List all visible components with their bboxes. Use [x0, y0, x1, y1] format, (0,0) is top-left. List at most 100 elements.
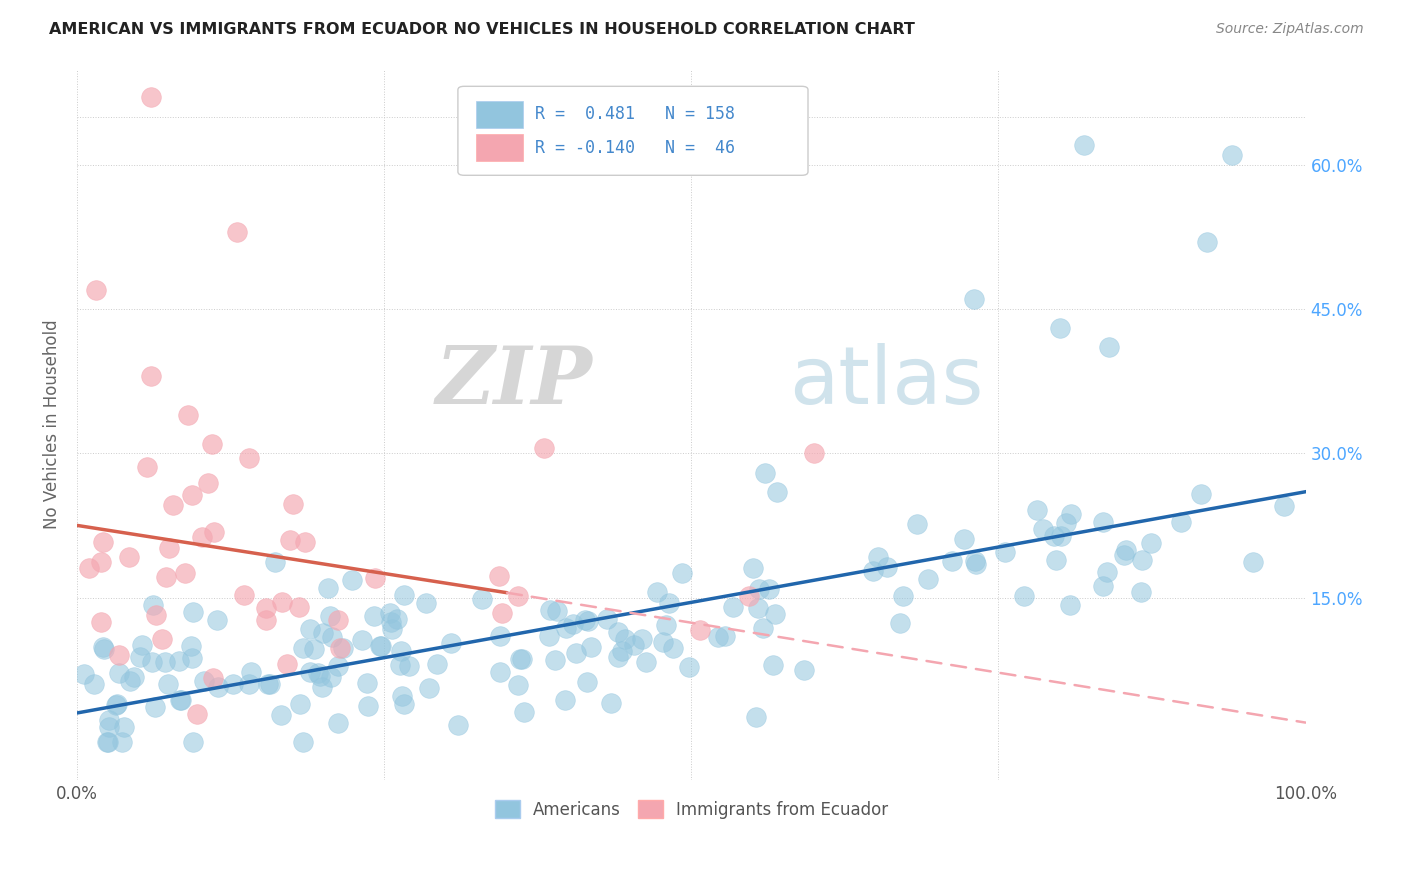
Point [392, 698, 415, 712]
Point [862, 564, 884, 578]
Point [326, 715, 349, 730]
Point [239, 665, 262, 679]
Point [145, 608, 167, 623]
Point [1170, 516, 1192, 530]
Point [742, 561, 765, 575]
Point [426, 657, 449, 671]
Point [762, 657, 785, 672]
Legend: Americans, Immigrants from Ecuador: Americans, Immigrants from Ecuador [488, 793, 894, 825]
Point [418, 681, 440, 695]
Point [83, 677, 105, 691]
Point [153, 655, 176, 669]
Point [866, 550, 889, 565]
Point [606, 625, 628, 640]
Point [332, 640, 354, 655]
Point [139, 369, 162, 384]
Point [93, 641, 115, 656]
Point [613, 632, 636, 646]
Point [576, 614, 599, 628]
Point [321, 630, 343, 644]
Point [181, 735, 204, 749]
Point [876, 560, 898, 574]
Point [661, 641, 683, 656]
Point [302, 642, 325, 657]
Point [415, 596, 437, 610]
Y-axis label: No Vehicles in Household: No Vehicles in Household [44, 319, 60, 529]
Point [891, 590, 914, 604]
Point [671, 566, 693, 581]
Point [600, 696, 623, 710]
Point [93, 534, 115, 549]
Point [575, 674, 598, 689]
Point [1189, 487, 1212, 501]
Point [655, 617, 678, 632]
Point [120, 673, 142, 688]
Point [276, 657, 298, 672]
Point [754, 466, 776, 480]
Point [509, 652, 531, 666]
Point [440, 636, 463, 650]
Point [298, 665, 321, 680]
Point [281, 498, 304, 512]
Point [747, 601, 769, 615]
Point [388, 657, 411, 672]
Point [162, 498, 184, 512]
Point [363, 608, 385, 623]
Point [270, 708, 292, 723]
Point [1042, 529, 1064, 543]
Point [381, 623, 404, 637]
Point [180, 487, 202, 501]
Point [232, 588, 254, 602]
Point [1220, 148, 1243, 162]
Point [202, 524, 225, 539]
Point [308, 669, 330, 683]
Point [328, 658, 350, 673]
Point [225, 225, 247, 239]
Point [197, 475, 219, 490]
Point [288, 697, 311, 711]
Point [141, 656, 163, 670]
FancyBboxPatch shape [477, 134, 523, 161]
Point [139, 90, 162, 104]
Point [307, 665, 329, 680]
Point [623, 638, 645, 652]
Point [793, 664, 815, 678]
Point [108, 665, 131, 680]
Point [321, 670, 343, 684]
Point [398, 659, 420, 673]
Point [447, 718, 470, 732]
Point [326, 613, 349, 627]
Point [150, 632, 173, 646]
Point [176, 408, 198, 422]
Point [965, 558, 987, 572]
Point [596, 612, 619, 626]
Point [364, 571, 387, 585]
Point [965, 553, 987, 567]
Point [1115, 543, 1137, 558]
Point [634, 655, 657, 669]
Point [721, 600, 744, 615]
Point [311, 680, 333, 694]
Point [1049, 529, 1071, 543]
Point [93, 640, 115, 654]
Point [173, 566, 195, 580]
Point [1112, 548, 1135, 562]
Point [201, 436, 224, 450]
Point [546, 604, 568, 618]
Point [489, 629, 512, 643]
Point [512, 652, 534, 666]
Text: atlas: atlas [790, 343, 984, 421]
Point [368, 640, 391, 654]
Point [180, 640, 202, 654]
Text: R = -0.140   N =  46: R = -0.140 N = 46 [536, 138, 735, 156]
Point [748, 582, 770, 596]
Point [312, 626, 335, 640]
Point [380, 615, 402, 629]
Point [254, 613, 277, 627]
Point [350, 632, 373, 647]
Point [191, 530, 214, 544]
Point [564, 646, 586, 660]
Point [917, 573, 939, 587]
Point [155, 570, 177, 584]
Point [766, 484, 789, 499]
